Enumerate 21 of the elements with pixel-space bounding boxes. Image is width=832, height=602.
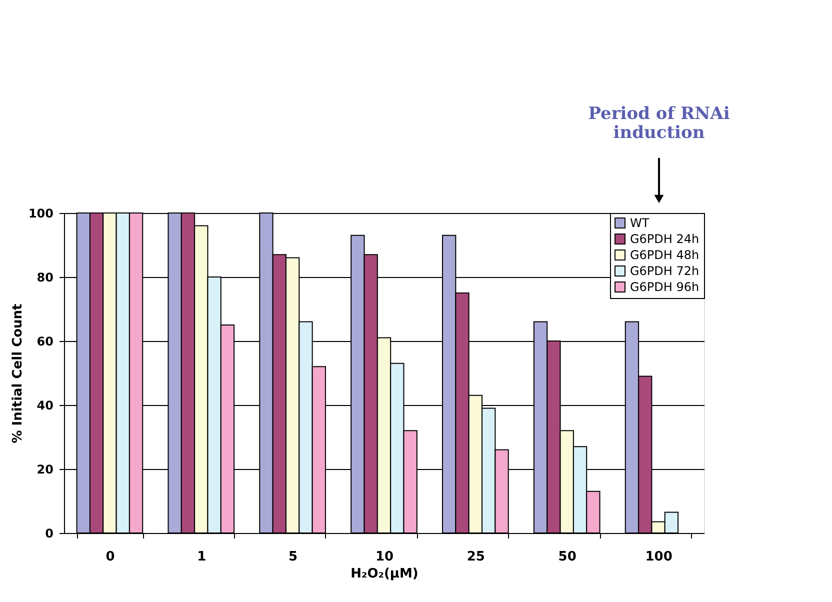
y-tick-label: 40 xyxy=(36,398,54,412)
y-tick-label: 100 xyxy=(28,206,54,220)
x-tick-label: 5 xyxy=(288,550,298,564)
legend-label: G6PDH 72h xyxy=(630,264,700,278)
x-tick-label: 1 xyxy=(197,550,206,564)
y-tick-label: 20 xyxy=(36,462,54,476)
y-tick-label: 60 xyxy=(36,334,54,348)
legend-label: G6PDH 96h xyxy=(630,280,700,294)
x-tick-label: 100 xyxy=(645,550,672,564)
x-tick-label: 0 xyxy=(106,550,115,564)
y-axis-title: % Initial Cell Count xyxy=(10,304,26,444)
y-tick-label: 0 xyxy=(45,526,54,540)
x-tick-label: 50 xyxy=(558,550,576,564)
legend-label: G6PDH 24h xyxy=(630,232,700,246)
legend-label: WT xyxy=(630,216,650,230)
x-tick-label: 25 xyxy=(466,550,485,564)
text: Period of RNAi induction xyxy=(588,104,730,143)
legend-label: G6PDH 48h xyxy=(630,248,700,262)
x-tick-label: 10 xyxy=(375,550,394,564)
y-tick-label: 80 xyxy=(36,270,54,284)
x-axis-title: H₂O₂(μM) xyxy=(350,566,418,582)
